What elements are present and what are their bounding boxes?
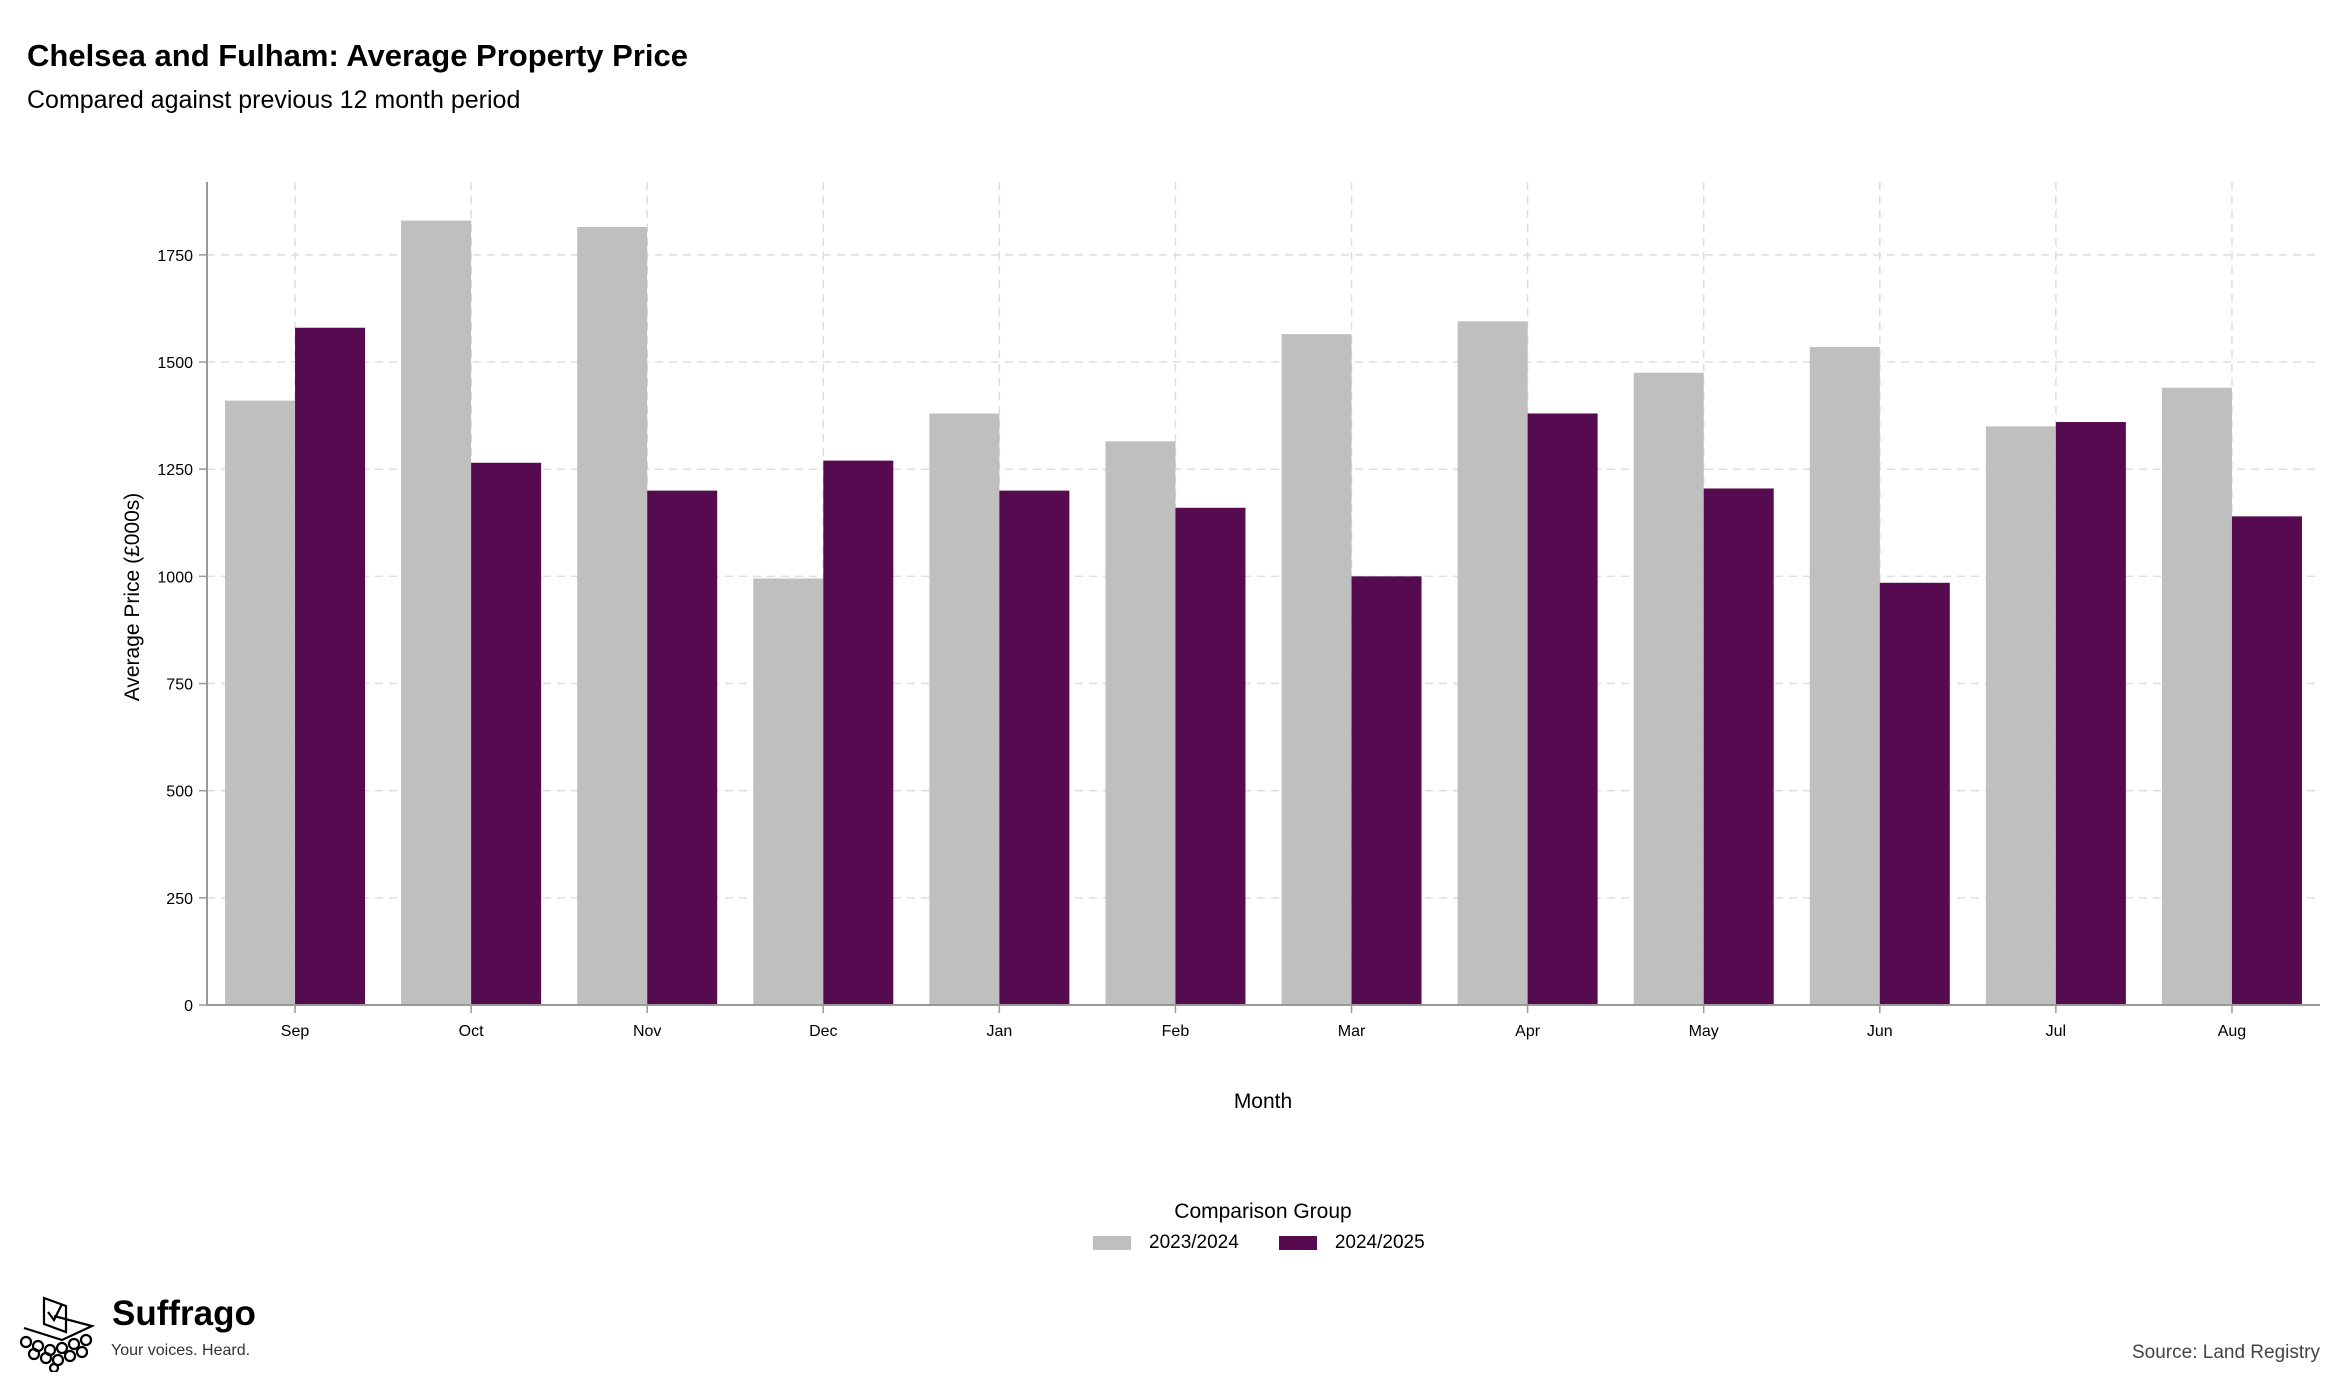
tick-labels: 0 250 500 750 1000 1250 1500 1750 Sep Oct Nov Dec Ja… (157, 248, 2246, 1040)
legend-item-2024-2025: 2024/2025 (1278, 1232, 1425, 1254)
ballot-box-icon (19, 1296, 96, 1372)
bar-2024-2025-feb (1175, 507, 1246, 1005)
bar-2023-2024-oct (401, 220, 472, 1005)
bar-2024-2025-dec (823, 460, 894, 1006)
y-tick-label: 500 (166, 784, 193, 801)
y-tick-label: 250 (166, 891, 193, 908)
x-tick-label: Mar (1338, 1023, 1366, 1040)
bar-2023-2024-jan (929, 413, 1000, 1005)
legend-item-2023-2024: 2023/2024 (1093, 1232, 1239, 1254)
bar-2024-2025-may (1703, 488, 1774, 1005)
x-tick-label: Jan (986, 1023, 1012, 1040)
chart-subtitle: Compared against previous 12 month perio… (27, 86, 521, 114)
x-tick-label: Oct (459, 1023, 484, 1040)
bar-2023-2024-may (1633, 372, 1704, 1005)
x-tick-label: Dec (809, 1023, 837, 1040)
x-tick-label: May (1689, 1023, 1719, 1040)
bar-2023-2024-apr (1457, 321, 1528, 1005)
y-tick-label: 1000 (157, 569, 193, 586)
legend-label-2023-2024: 2023/2024 (1149, 1232, 1239, 1253)
x-tick-label: Jun (1867, 1023, 1893, 1040)
source-note: Source: Land Registry (2132, 1342, 2320, 1363)
x-tick-label: Jul (2046, 1023, 2066, 1040)
bar-2024-2025-jun (1879, 582, 1950, 1005)
legend-label-2024-2025: 2024/2025 (1334, 1232, 1425, 1253)
bar-2024-2025-jan (999, 490, 1070, 1005)
bar-2023-2024-dec (753, 578, 824, 1005)
bar-2024-2025-oct (471, 462, 542, 1005)
x-tick-label: Apr (1515, 1023, 1541, 1040)
bar-2024-2025-apr (1527, 413, 1598, 1005)
brand-tagline: Your voices. Heard. (111, 1342, 251, 1359)
legend-swatch-2023-2024 (1093, 1236, 1131, 1250)
bar-2023-2024-aug (2161, 387, 2232, 1005)
y-tick-label: 1750 (157, 248, 193, 265)
y-tick-label: 1500 (157, 355, 193, 372)
bar-2024-2025-sep (295, 327, 366, 1005)
bar-2023-2024-mar (1281, 334, 1352, 1005)
y-tick-label: 750 (166, 677, 193, 694)
x-tick-label: Sep (281, 1023, 310, 1040)
bar-2023-2024-jul (1985, 426, 2056, 1005)
bar-2023-2024-nov (577, 227, 648, 1005)
axes (199, 182, 2320, 1013)
bar-2024-2025-aug (2231, 516, 2302, 1005)
legend-swatch-2024-2025 (1278, 1236, 1317, 1250)
bar-2024-2025-nov (647, 490, 718, 1005)
x-axis-title: Month (1234, 1090, 1292, 1113)
legend-title: Comparison Group (1174, 1200, 1352, 1223)
y-axis-title: Average Price (£000s) (121, 493, 144, 702)
bar-2024-2025-mar (1351, 576, 1422, 1005)
bar-2023-2024-feb (1105, 441, 1176, 1006)
bars (225, 220, 2302, 1006)
bar-2024-2025-jul (2055, 422, 2126, 1006)
legend: 2023/2024 2024/2025 (1093, 1232, 1465, 1254)
y-tick-label: 0 (184, 998, 193, 1015)
x-tick-label: Feb (1162, 1023, 1190, 1040)
x-tick-label: Nov (633, 1023, 661, 1040)
brand-logo: Suffrago Your voices. Heard. (14, 1292, 256, 1372)
x-tick-label: Aug (2218, 1023, 2246, 1040)
chart-title: Chelsea and Fulham: Average Property Pri… (27, 38, 688, 73)
bar-chart: 0 250 500 750 1000 1250 1500 1750 Sep Oct Nov Dec Ja… (121, 182, 2320, 1113)
brand-name: Suffrago (112, 1294, 256, 1333)
y-tick-label: 1250 (157, 462, 193, 479)
bar-2023-2024-jun (1809, 347, 1880, 1005)
bar-2023-2024-sep (225, 400, 296, 1005)
